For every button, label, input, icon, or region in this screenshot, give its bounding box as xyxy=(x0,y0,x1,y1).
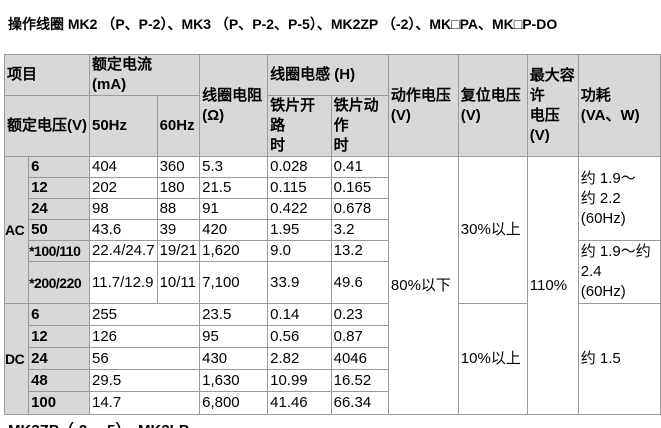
header-reset-voltage: 复位电压 (V) xyxy=(457,54,528,157)
header-power: 功耗 (VA、W) xyxy=(577,54,661,157)
spec-cell: 430 xyxy=(199,347,269,370)
header-50hz: 50Hz xyxy=(89,95,158,157)
spec-cell: 0.41 xyxy=(330,156,389,178)
spec-cell: 29.5 xyxy=(88,369,201,392)
spec-cell: 49.6 xyxy=(330,261,389,304)
spec-cell: 33.9 xyxy=(267,261,332,304)
table-row: *100/110 22.4/24.7 19/21 1,620 9.0 13.2 … xyxy=(5,240,661,304)
page-title: 操作线圈 MK2 （P、P-2）、MK3 （P、P-2、P-5）、MK2ZP （… xyxy=(8,16,558,32)
spec-cell: 360 xyxy=(156,156,201,178)
table-row: AC 6 404 360 5.3 0.028 0.41 80%以下 30%以上 … xyxy=(3,156,661,415)
spec-cell: 0.23 xyxy=(330,303,389,326)
merged-power-dc: 约 1.5 xyxy=(577,303,661,415)
header-row-2: 额定电压(V) 50Hz 60Hz 铁片开路 时 铁片动作 时 xyxy=(4,95,661,157)
spec-cell: 0.165 xyxy=(330,177,389,199)
spec-cell: 10.99 xyxy=(267,369,332,392)
spec-cell: 1,620 xyxy=(199,240,269,262)
row-label: 24 xyxy=(28,347,90,370)
spec-cell: 1,630 xyxy=(199,369,269,392)
merged-reset-voltage-ac: 30%以上 xyxy=(457,156,528,304)
table-row: 100 14.7 6,800 41.46 66.34 xyxy=(5,391,661,415)
spec-cell: 0.14 xyxy=(267,303,332,326)
header-item: 项目 xyxy=(4,54,90,96)
spec-cell: 14.7 xyxy=(88,391,201,415)
spec-cell: 420 xyxy=(199,219,269,241)
header-operate-voltage: 动作电压 (V) xyxy=(387,54,459,157)
header-rated-current: 额定电流 (mA) xyxy=(88,54,201,96)
spec-cell: 21.5 xyxy=(199,177,269,199)
spec-cell: 10/11 xyxy=(156,261,201,304)
spec-cell: 91 xyxy=(199,198,269,220)
spec-cell: 43.6 xyxy=(89,219,158,241)
row-label: *100/110 xyxy=(28,240,90,262)
row-label: *200/220 xyxy=(28,261,90,304)
spec-cell: 1.95 xyxy=(267,219,332,241)
spec-cell: 180 xyxy=(156,177,201,199)
header-armature-open: 铁片开路 时 xyxy=(267,95,332,157)
row-label: 48 xyxy=(28,369,90,392)
row-label: 100 xyxy=(28,391,90,415)
spec-cell: 88 xyxy=(156,198,201,220)
table-row: 50 43.6 39 420 1.95 3.2 xyxy=(5,219,661,241)
group-label-ac: AC xyxy=(3,156,30,304)
row-label: 12 xyxy=(28,177,90,199)
spec-cell: 5.3 xyxy=(199,156,269,178)
merged-power-ac-high: 约 1.9～约 2.4 (60Hz) xyxy=(577,240,661,304)
spec-cell: 41.46 xyxy=(267,391,332,415)
header-coil-resistance: 线圈电阻 (Ω) xyxy=(199,54,269,157)
spec-cell: 0.56 xyxy=(267,325,332,348)
spec-cell: 0.028 xyxy=(267,156,332,178)
table-row: 24 56 430 2.82 4046 xyxy=(5,347,661,370)
merged-max-voltage: 110% xyxy=(526,156,579,415)
spec-cell: 255 xyxy=(88,303,201,326)
spec-cell: 98 xyxy=(89,198,158,220)
spec-cell: 0.87 xyxy=(330,325,389,348)
table-row: 12 202 180 21.5 0.115 0.165 xyxy=(5,177,661,199)
spec-cell: 16.52 xyxy=(330,369,389,392)
row-label: 12 xyxy=(28,325,90,348)
spec-cell: 7,100 xyxy=(199,261,269,304)
spec-table: 项目 额定电流 (mA) 线圈电阻 (Ω) 线圈电感 (H) 动作电压 (V) … xyxy=(3,54,661,415)
row-label: 6 xyxy=(28,303,90,326)
header-row-1: 项目 额定电流 (mA) 线圈电阻 (Ω) 线圈电感 (H) 动作电压 (V) … xyxy=(4,54,661,157)
spec-cell: 22.4/24.7 xyxy=(89,240,158,262)
merged-power-ac-low: 约 1.9～ 约 2.2 (60Hz) xyxy=(577,156,661,241)
spec-cell: 39 xyxy=(156,219,201,241)
header-armature-operated: 铁片动作 时 xyxy=(330,95,389,157)
spec-cell: 13.2 xyxy=(330,240,389,262)
table-caption: MK3ZP（-2、-5）、MK3LP xyxy=(8,419,661,428)
table-row: 24 98 88 91 0.422 0.678 xyxy=(5,198,661,220)
spec-cell: 202 xyxy=(89,177,158,199)
row-label: 24 xyxy=(28,198,90,220)
merged-operate-voltage: 80%以下 xyxy=(387,156,459,415)
spec-cell: 23.5 xyxy=(199,303,269,326)
spec-cell: 0.422 xyxy=(267,198,332,220)
spec-cell: 404 xyxy=(89,156,158,178)
row-label: 6 xyxy=(28,156,90,178)
spec-cell: 0.115 xyxy=(267,177,332,199)
group-label-dc: DC xyxy=(3,303,30,415)
table-row: DC 6 255 23.5 0.14 0.23 10%以上 约 1.5 xyxy=(3,303,661,415)
spec-cell: 66.34 xyxy=(330,391,389,415)
table-row: *200/220 11.7/12.9 10/11 7,100 33.9 49.6 xyxy=(5,261,661,304)
spec-cell: 0.678 xyxy=(330,198,389,220)
spec-cell: 2.82 xyxy=(267,347,332,370)
spec-cell: 95 xyxy=(199,325,269,348)
table-row: 12 126 95 0.56 0.87 xyxy=(5,325,661,348)
header-60hz: 60Hz xyxy=(156,95,201,157)
spec-cell: 126 xyxy=(88,325,201,348)
spec-cell: 4046 xyxy=(330,347,389,370)
spec-cell: 56 xyxy=(88,347,201,370)
row-label: 50 xyxy=(28,219,90,241)
header-rated-voltage: 额定电压(V) xyxy=(4,95,90,157)
spec-cell: 19/21 xyxy=(156,240,201,262)
spec-cell: 11.7/12.9 xyxy=(89,261,158,304)
header-coil-inductance: 线圈电感 (H) xyxy=(267,54,389,96)
spec-cell: 3.2 xyxy=(330,219,389,241)
spec-cell: 6,800 xyxy=(199,391,269,415)
header-max-voltage: 最大容 许 电压 (V) xyxy=(526,54,579,157)
spec-cell: 9.0 xyxy=(267,240,332,262)
merged-reset-voltage-dc: 10%以上 xyxy=(457,303,528,415)
